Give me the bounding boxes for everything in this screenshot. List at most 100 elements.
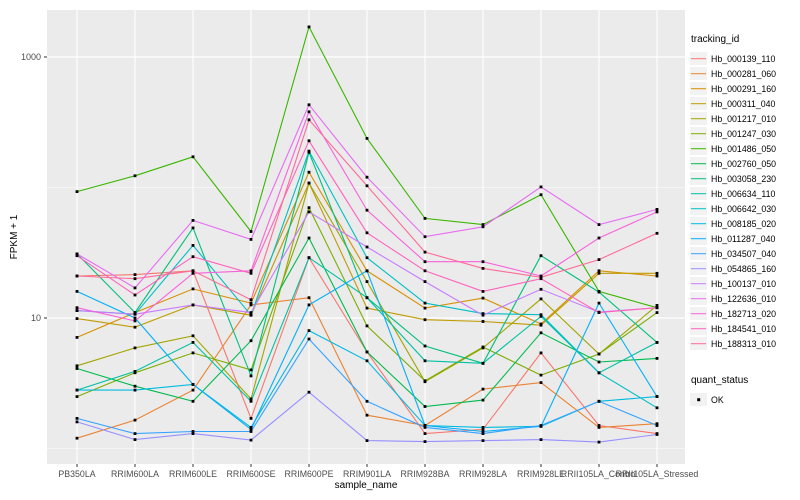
data-point [75, 254, 79, 258]
data-point [597, 301, 601, 305]
data-point [191, 226, 195, 230]
data-point [249, 428, 253, 431]
data-point [133, 370, 137, 373]
legend-item-Hb_001247_030: Hb_001247_030 [690, 126, 800, 141]
legend-key [690, 292, 707, 305]
data-point [481, 296, 485, 300]
data-point [249, 271, 253, 275]
data-point [597, 290, 601, 294]
data-point [481, 361, 485, 365]
legend-item-Hb_000139_110: Hb_000139_110 [690, 51, 800, 66]
legend-item-Hb_011287_040: Hb_011287_040 [690, 231, 800, 246]
legend-color-line-icon [691, 222, 706, 225]
legend-item-Hb_034507_040: Hb_034507_040 [690, 246, 800, 261]
legend-item-label: Hb_002760_050 [711, 158, 777, 169]
data-point [249, 230, 253, 233]
data-point [539, 323, 543, 327]
data-point [191, 341, 195, 344]
legend-item-label: Hb_182713_020 [711, 308, 777, 319]
legend-color-line-icon [691, 117, 706, 120]
legend-item-label: Hb_003058_230 [711, 173, 777, 184]
data-point [481, 426, 485, 429]
legend-color-line-icon [691, 162, 706, 165]
data-point [597, 311, 601, 314]
legend-key [690, 187, 707, 200]
legend-key [690, 172, 707, 185]
legend: tracking_id Hb_000139_110 Hb_000281_060 Hb… [690, 34, 800, 407]
x-tick-label: RRIM600LE [169, 469, 217, 479]
legend-key [690, 232, 707, 245]
data-point [365, 296, 369, 300]
legend-key [690, 247, 707, 260]
data-point [75, 420, 79, 424]
data-point [597, 258, 601, 261]
legend-color-line-icon [691, 267, 706, 270]
x-tick-label: RRIM600LA [111, 469, 159, 479]
data-point [191, 432, 195, 435]
data-point [423, 235, 427, 239]
legend-key [690, 67, 707, 80]
legend-color-line-icon [691, 207, 706, 210]
legend-key [690, 277, 707, 290]
data-point [249, 313, 253, 317]
y-tick-label: 10 [31, 313, 41, 323]
legend-item-Hb_182713_020: Hb_182713_020 [690, 306, 800, 321]
data-point [655, 311, 659, 314]
legend-color-line-icon [691, 147, 706, 150]
data-point [655, 208, 659, 211]
data-point [307, 149, 311, 153]
legend-key [690, 157, 707, 170]
data-point [423, 359, 427, 363]
data-point [191, 219, 195, 222]
data-point [191, 244, 195, 247]
data-point [249, 269, 253, 273]
legend-color-line-icon [691, 252, 706, 255]
legend-item-label: Hb_184541_010 [711, 323, 777, 334]
legend-item-quant-ok: OK [690, 392, 800, 407]
data-point [597, 360, 601, 364]
legend-item-Hb_000281_060: Hb_000281_060 [690, 66, 800, 81]
data-point [423, 424, 427, 427]
data-point [75, 336, 79, 339]
data-point [423, 260, 427, 264]
data-point [423, 217, 427, 220]
data-point [481, 432, 485, 435]
legend-item-Hb_001486_050: Hb_001486_050 [690, 141, 800, 156]
data-point [481, 428, 485, 431]
data-point [365, 231, 369, 235]
legend-item-Hb_000291_160: Hb_000291_160 [690, 81, 800, 96]
legend-item-Hb_054865_160: Hb_054865_160 [690, 261, 800, 276]
data-point [249, 417, 253, 420]
data-point [249, 339, 253, 343]
data-point [249, 303, 253, 307]
data-point [481, 320, 485, 323]
legend-item-label: Hb_122636_010 [711, 293, 777, 304]
data-point [423, 440, 427, 443]
legend-item-Hb_000311_040: Hb_000311_040 [690, 96, 800, 111]
data-point [133, 293, 137, 297]
legend-color-line-icon [691, 342, 706, 345]
data-point [307, 256, 311, 260]
legend-key [690, 307, 707, 320]
data-point [481, 290, 485, 293]
data-point [423, 426, 427, 429]
data-point [307, 296, 311, 300]
legend-item-Hb_002760_050: Hb_002760_050 [690, 156, 800, 171]
x-tick-label: RRIM928LE [517, 469, 565, 479]
data-point [539, 193, 543, 197]
legend-key [690, 142, 707, 155]
legend-color-line-icon [691, 132, 706, 135]
data-point [597, 399, 601, 403]
data-point [191, 334, 195, 338]
data-point [75, 417, 79, 420]
data-point [75, 290, 79, 293]
data-point [307, 210, 311, 214]
data-point [75, 317, 79, 320]
point-square-icon [696, 397, 701, 402]
legend-item-Hb_122636_010: Hb_122636_010 [690, 291, 800, 306]
data-point [655, 341, 659, 344]
legend-item-label: Hb_001486_050 [711, 143, 777, 154]
data-point [597, 371, 601, 375]
data-point [481, 345, 485, 349]
